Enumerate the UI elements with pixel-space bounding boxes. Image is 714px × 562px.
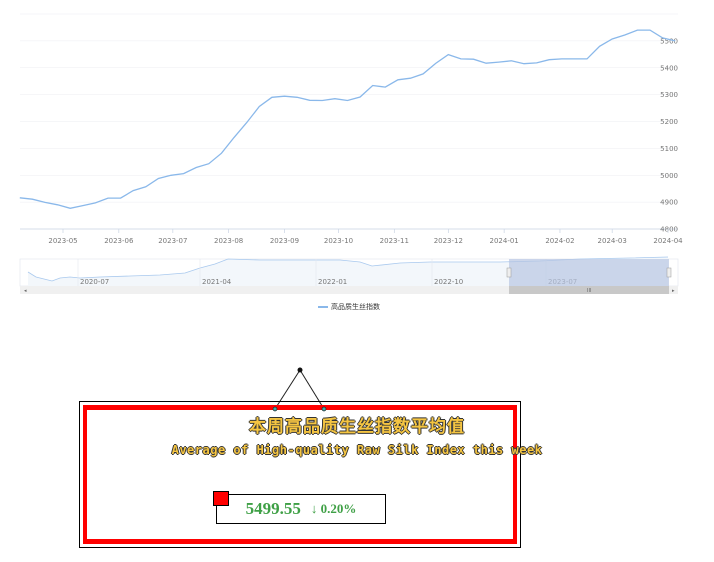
hanger-nail-icon: [297, 367, 303, 373]
red-square-decor: [213, 491, 229, 506]
datazoom-label: 2022-10: [434, 278, 463, 286]
datazoom-line: [27, 256, 669, 282]
scroll-grip-icon: III: [587, 288, 591, 294]
y-tick-label: 5000: [660, 172, 678, 180]
x-tick-label: 2023-12: [434, 237, 463, 245]
legend[interactable]: 高品质生丝指数: [318, 302, 380, 312]
datazoom-label: 2021-04: [202, 278, 232, 286]
y-tick-label: 4800: [660, 226, 678, 234]
line-chart: 4800 4900 5000 5100 5200 5300 5400 5500 2023-05…: [19, 13, 683, 294]
panel-title-cn: 本周高品质生丝指数平均值: [249, 417, 465, 437]
datazoom-label: 2020-07: [80, 278, 109, 286]
scrollbar-thumb[interactable]: [509, 286, 669, 294]
y-tick-label: 5100: [660, 145, 678, 153]
down-arrow-icon: ↓: [310, 501, 318, 516]
x-tick-label: 2023-08: [214, 237, 243, 245]
datazoom-selection[interactable]: [509, 259, 669, 286]
x-tick-label: 2023-05: [48, 237, 77, 245]
scroll-left-arrow-icon[interactable]: ◂: [24, 288, 27, 294]
datazoom-label: 2022-01: [318, 278, 347, 286]
datazoom-area: [28, 257, 668, 286]
x-tick-label: 2024-02: [545, 237, 574, 245]
x-tick-label: 2024-04: [653, 237, 683, 245]
hanger-hole-icon: [272, 406, 278, 412]
panel-title-en: Average of High-quality Raw Silk Index t…: [171, 443, 543, 457]
x-tick-label: 2024-03: [598, 237, 627, 245]
value-box: 5499.55 ↓ 0.20%: [216, 494, 386, 524]
x-tick-label: 2023-06: [104, 237, 134, 245]
x-tick-label: 2023-11: [380, 237, 409, 245]
y-tick-label: 4900: [660, 199, 678, 207]
y-tick-label: 5500: [660, 37, 678, 45]
x-tick-label: 2024-01: [490, 237, 519, 245]
y-tick-label: 5400: [660, 64, 678, 72]
x-tick-label: 2023-09: [270, 237, 299, 245]
x-tick-label: 2023-07: [158, 237, 187, 245]
weekly-average-panel: [79, 401, 521, 548]
x-tick-label: 2023-10: [324, 237, 353, 245]
hanger-hole-icon: [321, 406, 327, 412]
y-tick-label: 5200: [660, 118, 678, 126]
legend-line-icon: [318, 306, 328, 308]
y-tick-label: 5300: [660, 91, 678, 99]
change-percent: 0.20%: [320, 501, 357, 516]
index-value: 5499.55: [245, 499, 301, 518]
scrollbar-track[interactable]: [20, 286, 678, 294]
legend-label: 高品质生丝指数: [331, 303, 380, 311]
datazoom-handle-right[interactable]: [666, 267, 672, 278]
datazoom-handle-left[interactable]: [506, 267, 512, 278]
scroll-right-arrow-icon[interactable]: ▸: [672, 288, 675, 294]
